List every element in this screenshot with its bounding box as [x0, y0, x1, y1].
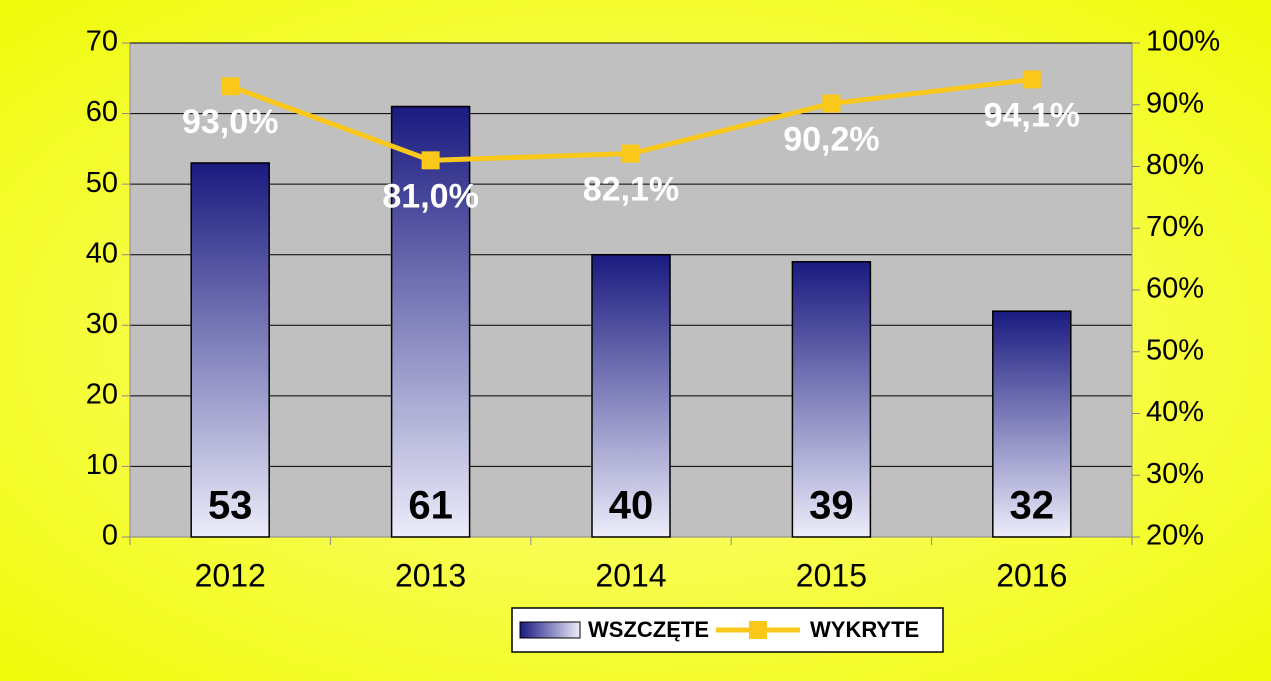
line-marker	[622, 144, 640, 163]
y2-tick-label: 70%	[1146, 211, 1204, 243]
line-marker	[421, 151, 440, 170]
line-label: 94,1%	[984, 96, 1080, 134]
y-tick-label: 50	[86, 167, 118, 199]
legend-swatch	[519, 621, 581, 639]
legend-label: WYKRYTE	[810, 617, 919, 642]
legend-marker	[749, 621, 767, 639]
bar	[390, 105, 471, 538]
line-marker	[822, 94, 841, 113]
bar	[791, 261, 872, 538]
y2-tick-label: 100%	[1146, 26, 1220, 58]
legend-label: WSZCZĘTE	[588, 617, 709, 642]
bar-label: 61	[408, 484, 453, 528]
x-tick-label: 2013	[395, 557, 466, 593]
line-marker	[221, 77, 240, 96]
line-marker	[1022, 70, 1041, 89]
legend-box	[511, 607, 944, 653]
y2-tick-label: 60%	[1146, 273, 1204, 305]
y-tick-label: 70	[86, 26, 118, 58]
y2-tick-label: 50%	[1146, 334, 1204, 366]
x-tick-label: 2015	[796, 557, 867, 593]
bar-label: 32	[1010, 484, 1055, 528]
y-tick-label: 0	[102, 520, 118, 552]
y2-tick-label: 30%	[1146, 458, 1204, 490]
y-tick-label: 20	[86, 379, 118, 411]
x-tick-label: 2012	[195, 557, 266, 593]
line-label: 81,0%	[382, 177, 478, 215]
y2-tick-label: 90%	[1146, 87, 1204, 119]
y2-tick-label: 40%	[1146, 396, 1204, 428]
y-tick-label: 60	[86, 96, 118, 128]
bar	[190, 162, 270, 538]
bar-label: 40	[609, 484, 654, 528]
bar	[992, 310, 1072, 538]
y2-tick-label: 20%	[1146, 520, 1204, 552]
x-tick-label: 2014	[595, 557, 666, 593]
y-tick-label: 30	[86, 308, 118, 340]
y-tick-label: 40	[86, 237, 118, 269]
bar	[591, 253, 671, 538]
line-label: 90,2%	[783, 120, 879, 158]
bar-label: 39	[809, 484, 854, 528]
line-label: 82,1%	[583, 171, 679, 209]
bar-label: 53	[208, 484, 253, 528]
line-label: 93,0%	[182, 103, 278, 141]
y-tick-label: 10	[86, 449, 118, 481]
x-tick-label: 2016	[996, 557, 1067, 593]
y2-tick-label: 80%	[1146, 149, 1204, 181]
